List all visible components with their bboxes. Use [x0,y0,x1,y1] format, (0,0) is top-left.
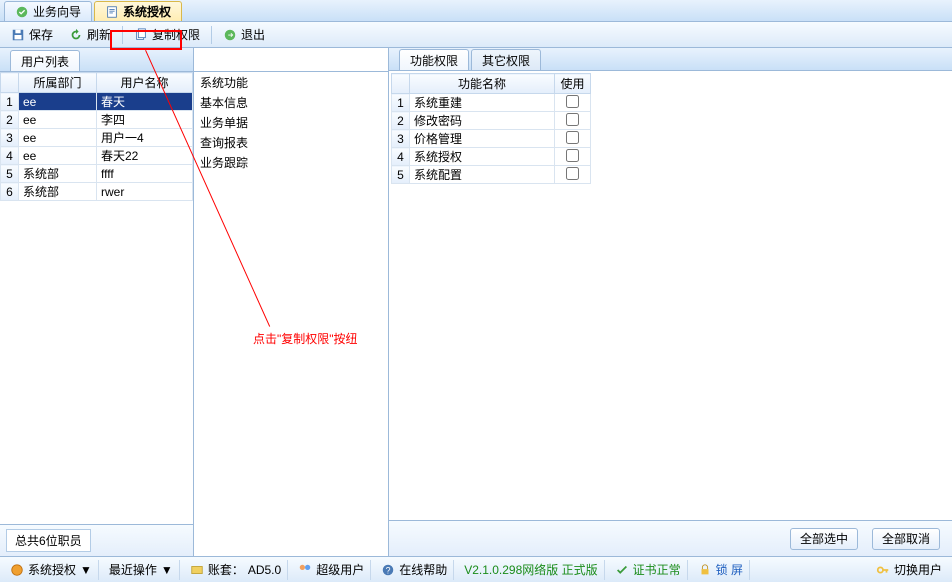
tab-func-perm-label: 功能权限 [410,52,458,69]
use-checkbox[interactable] [566,95,579,108]
exit-label: 退出 [241,26,265,43]
table-row[interactable]: 4系统授权 [392,148,591,166]
col-use: 使用 [555,74,591,94]
table-row[interactable]: 1系统重建 [392,94,591,112]
app-icon [10,562,24,577]
status-switch-user[interactable]: 切换用户 [870,560,948,580]
status-account[interactable]: 账套：AD5.0 [184,560,288,580]
col-rownum [1,73,19,93]
cancel-all-button[interactable]: 全部取消 [872,528,940,550]
user-icon [298,562,312,577]
right-tabs: 功能权限 其它权限 [389,48,952,71]
col-dept: 所属部门 [19,73,97,93]
refresh-icon [69,27,83,42]
main: 用户列表 所属部门 用户名称 1ee春天2ee李四3ee用户一44ee春天225… [0,48,952,556]
status-app[interactable]: 系统授权 ▼ [4,560,99,580]
lock-icon [698,562,712,577]
list-item[interactable]: 基本信息 [194,92,388,112]
copy-perm-label: 复制权限 [152,26,200,43]
wizard-icon [15,5,29,19]
left-footer: 总共6位职员 [0,524,193,556]
perm-table: 功能名称 使用 1系统重建2修改密码3价格管理4系统授权5系统配置 [391,73,591,184]
exit-button[interactable]: 退出 [216,24,272,46]
save-label: 保存 [29,26,53,43]
list-item[interactable]: 业务单据 [194,112,388,132]
status-lock[interactable]: 锁 屏 [692,560,750,580]
refresh-label: 刷新 [87,26,111,43]
table-row[interactable]: 4ee春天22 [1,147,193,165]
right-panel: 功能权限 其它权限 功能名称 使用 1系统重建2修改密码3价格管理4系统授权5系… [389,48,952,556]
exit-icon [223,27,237,42]
tab-func-perm[interactable]: 功能权限 [399,49,469,70]
table-row[interactable]: 6系统部rwer [1,183,193,201]
status-cert: 证书正常 [609,560,688,580]
table-row[interactable]: 2修改密码 [392,112,591,130]
right-body: 功能名称 使用 1系统重建2修改密码3价格管理4系统授权5系统配置 [389,71,952,520]
use-checkbox[interactable] [566,167,579,180]
tab-other-perm[interactable]: 其它权限 [471,49,541,70]
help-icon: ? [381,562,395,577]
use-checkbox[interactable] [566,149,579,162]
tab-auth-label: 系统授权 [123,3,171,20]
category-panel: 系统功能基本信息业务单据查询报表业务跟踪 [194,48,389,556]
doc-icon [105,5,119,19]
tab-other-perm-label: 其它权限 [482,52,530,69]
col-name: 用户名称 [97,73,193,93]
svg-text:?: ? [386,565,391,575]
status-version: V2.1.0.298网络版 正式版 [458,560,604,580]
toolbar-separator [122,26,123,44]
right-footer: 全部选中 全部取消 [389,520,952,556]
refresh-button[interactable]: 刷新 [62,24,118,46]
table-row[interactable]: 1ee春天 [1,93,193,111]
table-row[interactable]: 3价格管理 [392,130,591,148]
account-icon [190,562,204,577]
copy-icon [134,27,148,42]
user-count: 总共6位职员 [6,529,91,552]
key-icon [876,562,890,577]
left-tabs: 用户列表 [0,48,193,71]
list-item[interactable]: 查询报表 [194,132,388,152]
toolbar: 保存 刷新 复制权限 退出 [0,22,952,48]
use-checkbox[interactable] [566,113,579,126]
app-tabs: 业务向导 系统授权 [0,0,952,22]
tab-user-list-label: 用户列表 [21,53,69,70]
status-user[interactable]: 超级用户 [292,560,371,580]
table-row[interactable]: 5系统部ffff [1,165,193,183]
statusbar: 系统授权 ▼ 最近操作 ▼ 账套：AD5.0 超级用户 ? 在线帮助 V2.1.… [0,556,952,582]
status-help[interactable]: ? 在线帮助 [375,560,454,580]
toolbar-separator [211,26,212,44]
table-row[interactable]: 2ee李四 [1,111,193,129]
tab-user-list[interactable]: 用户列表 [10,50,80,71]
save-button[interactable]: 保存 [4,24,60,46]
table-row[interactable]: 5系统配置 [392,166,591,184]
status-recent[interactable]: 最近操作 ▼ [103,560,180,580]
col-func-name: 功能名称 [410,74,555,94]
copy-perm-button[interactable]: 复制权限 [127,24,207,46]
tab-auth[interactable]: 系统授权 [94,1,182,21]
table-row[interactable]: 3ee用户一4 [1,129,193,147]
check-icon [615,562,629,577]
list-item[interactable]: 系统功能 [194,72,388,92]
user-table: 所属部门 用户名称 1ee春天2ee李四3ee用户一44ee春天225系统部ff… [0,72,193,201]
dropdown-icon: ▼ [80,563,92,577]
list-item[interactable]: 业务跟踪 [194,152,388,172]
use-checkbox[interactable] [566,131,579,144]
left-panel: 用户列表 所属部门 用户名称 1ee春天2ee李四3ee用户一44ee春天225… [0,48,194,556]
save-icon [11,27,25,42]
dropdown-icon: ▼ [161,563,173,577]
tab-wizard[interactable]: 业务向导 [4,1,92,21]
tab-wizard-label: 业务向导 [33,3,81,20]
select-all-button[interactable]: 全部选中 [790,528,858,550]
col-rownum [392,74,410,94]
